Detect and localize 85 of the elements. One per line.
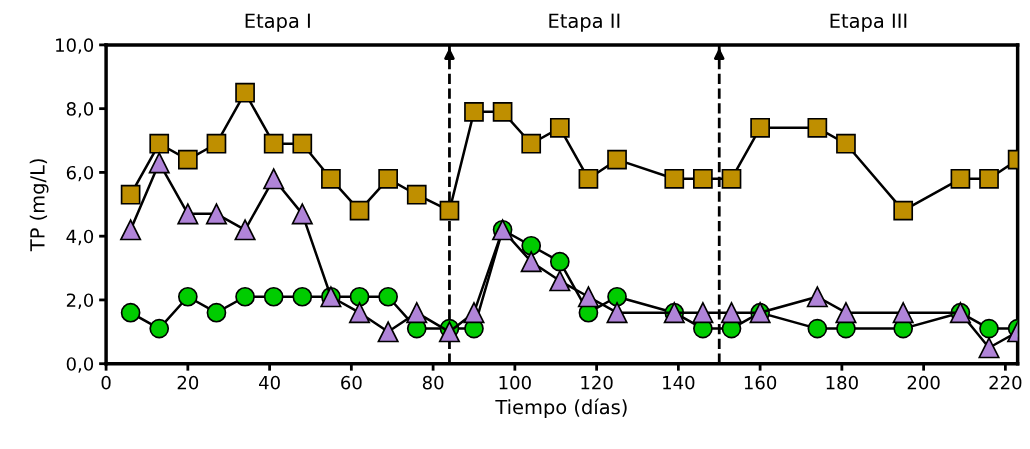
x-tick-label: 220 xyxy=(989,375,1022,390)
point xyxy=(263,133,284,154)
y-axis-title: TP (mg/L) xyxy=(29,159,49,252)
x-tick-label: 0 xyxy=(101,375,111,390)
point xyxy=(549,270,571,292)
point xyxy=(607,149,627,170)
point xyxy=(807,318,828,339)
x-axis-title: Tiempo (días) xyxy=(495,398,627,419)
point xyxy=(664,168,685,189)
point xyxy=(978,337,1000,359)
point xyxy=(348,302,371,324)
point xyxy=(377,321,399,343)
point xyxy=(549,117,570,138)
y-tick-label: 4,0 xyxy=(66,229,94,246)
point xyxy=(149,133,170,154)
point xyxy=(378,286,399,307)
x-tick-label: 160 xyxy=(744,375,777,390)
point xyxy=(292,133,313,154)
point xyxy=(378,168,399,189)
point xyxy=(406,302,428,324)
point xyxy=(721,168,742,189)
point xyxy=(177,286,198,307)
point xyxy=(349,286,370,307)
x-tick-label: 100 xyxy=(499,375,531,390)
point xyxy=(206,133,227,154)
point xyxy=(549,251,570,272)
y-tick-label: 10,0 xyxy=(56,38,94,54)
point xyxy=(521,235,542,256)
text: Etapa III xyxy=(830,13,907,32)
point xyxy=(692,302,714,324)
point xyxy=(263,168,285,190)
point xyxy=(607,286,627,307)
point xyxy=(292,286,313,307)
point xyxy=(463,302,485,324)
point xyxy=(807,117,828,138)
point xyxy=(349,200,370,221)
point xyxy=(606,302,628,324)
y-tick-label: 6,0 xyxy=(66,165,94,182)
point xyxy=(291,203,313,225)
text: Etapa I xyxy=(245,13,310,32)
point xyxy=(806,286,828,308)
point xyxy=(720,302,743,324)
point xyxy=(263,286,284,307)
x-tick-label: 20 xyxy=(177,375,199,390)
point xyxy=(492,101,513,122)
point xyxy=(149,318,170,339)
x-tick-label: 140 xyxy=(663,375,695,390)
point xyxy=(235,82,255,103)
point xyxy=(464,101,484,122)
point xyxy=(892,302,914,324)
point xyxy=(893,200,914,221)
point xyxy=(120,184,141,205)
point xyxy=(979,168,999,189)
point xyxy=(206,302,227,323)
point xyxy=(693,168,713,189)
point xyxy=(120,302,141,323)
point xyxy=(950,168,971,189)
x-tick-label: 180 xyxy=(826,375,858,390)
x-tick-label: 80 xyxy=(422,375,444,390)
point xyxy=(205,203,228,225)
x-tick-label: 200 xyxy=(907,375,940,390)
point xyxy=(148,152,170,174)
point xyxy=(520,251,542,273)
text: Etapa II xyxy=(549,13,620,32)
point xyxy=(234,219,256,241)
point xyxy=(406,184,427,205)
x-tick-label: 60 xyxy=(341,375,362,390)
point xyxy=(439,200,460,221)
y-tick-label: 8,0 xyxy=(66,102,94,118)
point xyxy=(578,168,599,189)
y-tick-label: 0,0 xyxy=(66,357,94,373)
point xyxy=(750,117,770,138)
point xyxy=(521,133,542,154)
point xyxy=(835,302,857,324)
point xyxy=(120,219,142,241)
point xyxy=(177,149,198,170)
x-tick-label: 120 xyxy=(581,375,613,390)
point xyxy=(577,286,599,308)
point xyxy=(177,203,199,225)
x-tick-label: 40 xyxy=(258,375,280,390)
point xyxy=(321,168,341,189)
point xyxy=(235,286,255,307)
point xyxy=(979,318,999,339)
y-tick-label: 2,0 xyxy=(66,293,94,309)
point xyxy=(836,133,856,154)
